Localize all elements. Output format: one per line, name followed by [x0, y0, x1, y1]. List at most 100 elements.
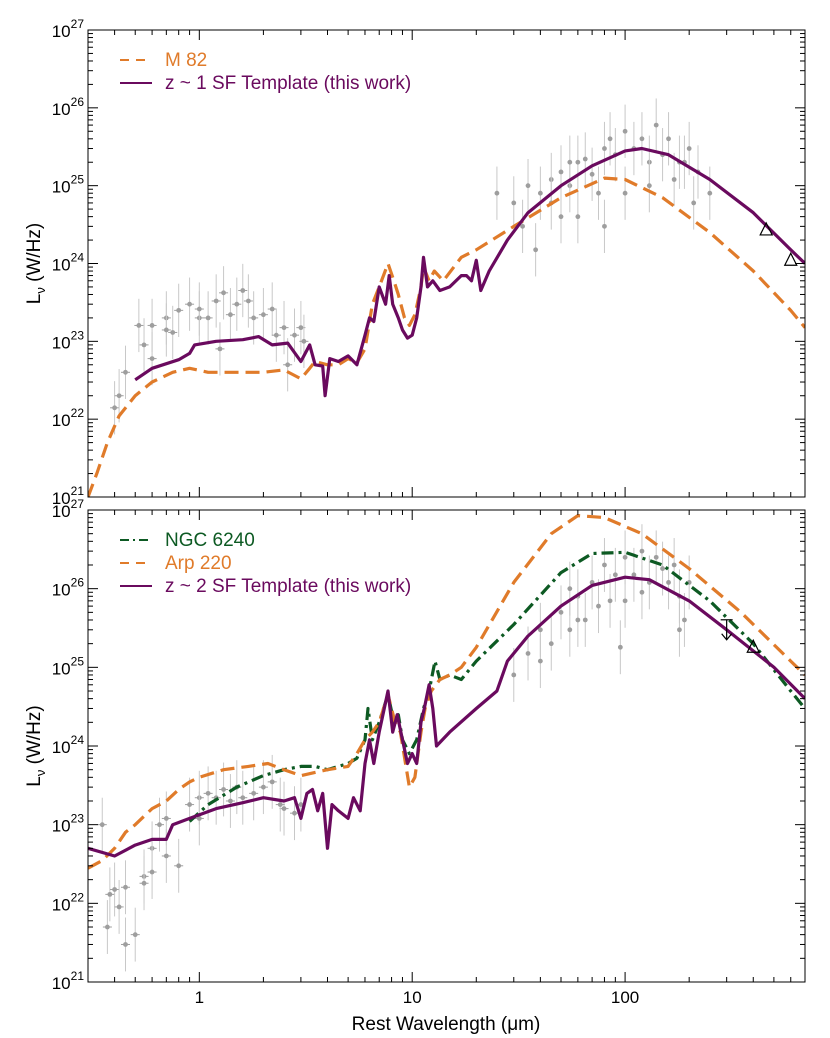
data-point: [671, 538, 677, 592]
data-point: [666, 555, 671, 610]
data-point: [174, 838, 184, 893]
data-point: [558, 145, 564, 199]
y-tick-label: 1026: [52, 95, 85, 119]
data-point: [639, 112, 645, 166]
data-point: [271, 308, 281, 362]
data-point: [575, 189, 581, 244]
data-point: [567, 561, 573, 616]
legend-label: z ~ 2 SF Template (this work): [165, 576, 411, 597]
data-point: [238, 770, 248, 825]
legend-item: z ~ 2 SF Template (this work): [120, 576, 411, 597]
data-point: [279, 781, 289, 836]
data-point: [194, 791, 204, 846]
data-point: [174, 283, 184, 338]
data-point: [279, 300, 289, 355]
data-point: [243, 274, 253, 328]
y-tick-label: 1021: [52, 484, 85, 508]
data-point: [494, 166, 500, 220]
bottom-panel: 1021 1022 1023 1024 1025 1026 1027 1 10 100 Lν (W/…: [24, 497, 806, 1007]
data-point: [575, 593, 581, 647]
data-point: [617, 620, 623, 675]
data-point: [653, 98, 659, 152]
data-point: [671, 152, 677, 207]
data-point: [558, 585, 564, 640]
data-point: [677, 602, 682, 657]
data-point: [511, 176, 517, 230]
data-point: [622, 166, 628, 220]
data-point: [120, 345, 130, 399]
data-point: [147, 331, 157, 386]
data-point: [646, 555, 652, 610]
data-point: [225, 288, 235, 342]
data-point: [147, 845, 157, 899]
y-axis-title: Lν (W/Hz): [24, 705, 48, 786]
data-point: [130, 907, 140, 962]
x-tick-label: 100: [611, 988, 639, 1007]
y-tick-label: 1027: [52, 17, 85, 41]
data-point: [558, 189, 564, 244]
legend-item: M 82: [120, 50, 207, 71]
data-point: [232, 277, 242, 331]
y-tick-label: 1024: [52, 251, 85, 275]
legend-label: Arp 220: [165, 553, 232, 574]
data-point: [139, 856, 149, 911]
upper-limit-triangle: [746, 638, 761, 653]
plot-area: [88, 98, 805, 497]
y-axis-title: Lν (W/Hz): [24, 223, 48, 304]
data-point: [639, 565, 645, 620]
data-point: [589, 147, 595, 201]
series-line: [88, 176, 805, 497]
x-axis-title: Rest Wavelength (μm): [352, 1014, 541, 1035]
top-panel: 1021 1022 1023 1024 1025 1026 1027 Lν (W/Hz) M 8…: [24, 17, 806, 508]
data-point: [520, 199, 525, 254]
x-tick-label: 10: [403, 988, 422, 1007]
y-tick-label: 1025: [52, 173, 85, 197]
series-line: [134, 146, 805, 398]
data-point: [238, 263, 248, 318]
y-tick-label: 1025: [52, 654, 85, 678]
data-point: [249, 766, 259, 821]
data-point: [537, 634, 543, 689]
data-point: [646, 159, 652, 213]
data-point: [622, 573, 628, 628]
data-point: [612, 547, 618, 602]
data-point: [582, 132, 588, 186]
legend-item: NGC 6240: [120, 530, 255, 551]
series-line: [88, 575, 805, 858]
data-point: [691, 176, 697, 230]
data-point: [596, 166, 601, 220]
legend-label: z ~ 1 SF Template (this work): [165, 73, 411, 94]
data-point: [114, 879, 124, 934]
data-point: [622, 104, 628, 158]
axes-frame: [87, 29, 806, 498]
data-point: [139, 318, 149, 372]
data-point: [525, 159, 531, 213]
data-point: [258, 760, 268, 815]
y-tick-label: 1022: [52, 890, 85, 914]
upper-limit-triangle: [759, 221, 774, 236]
data-point: [267, 282, 277, 336]
data-point: [215, 322, 225, 376]
data-point: [185, 277, 195, 331]
tick-marks: [87, 30, 806, 498]
legend-item: Arp 220: [120, 553, 232, 574]
data-point: [596, 579, 601, 634]
tick-marks: [87, 510, 806, 983]
data-point: [211, 274, 221, 328]
legend-label: M 82: [165, 50, 207, 71]
data-point: [194, 282, 204, 336]
data-point: [275, 777, 285, 832]
data-point: [602, 199, 607, 254]
data-point: [154, 797, 164, 852]
y-tick-label: 1023: [52, 812, 85, 836]
data-point: [102, 900, 112, 954]
data-point: [289, 786, 300, 841]
data-point: [602, 121, 607, 176]
data-point: [533, 223, 539, 277]
data-point: [211, 770, 221, 825]
data-point: [682, 593, 687, 647]
data-point: [249, 291, 259, 345]
data-point: [589, 555, 595, 610]
